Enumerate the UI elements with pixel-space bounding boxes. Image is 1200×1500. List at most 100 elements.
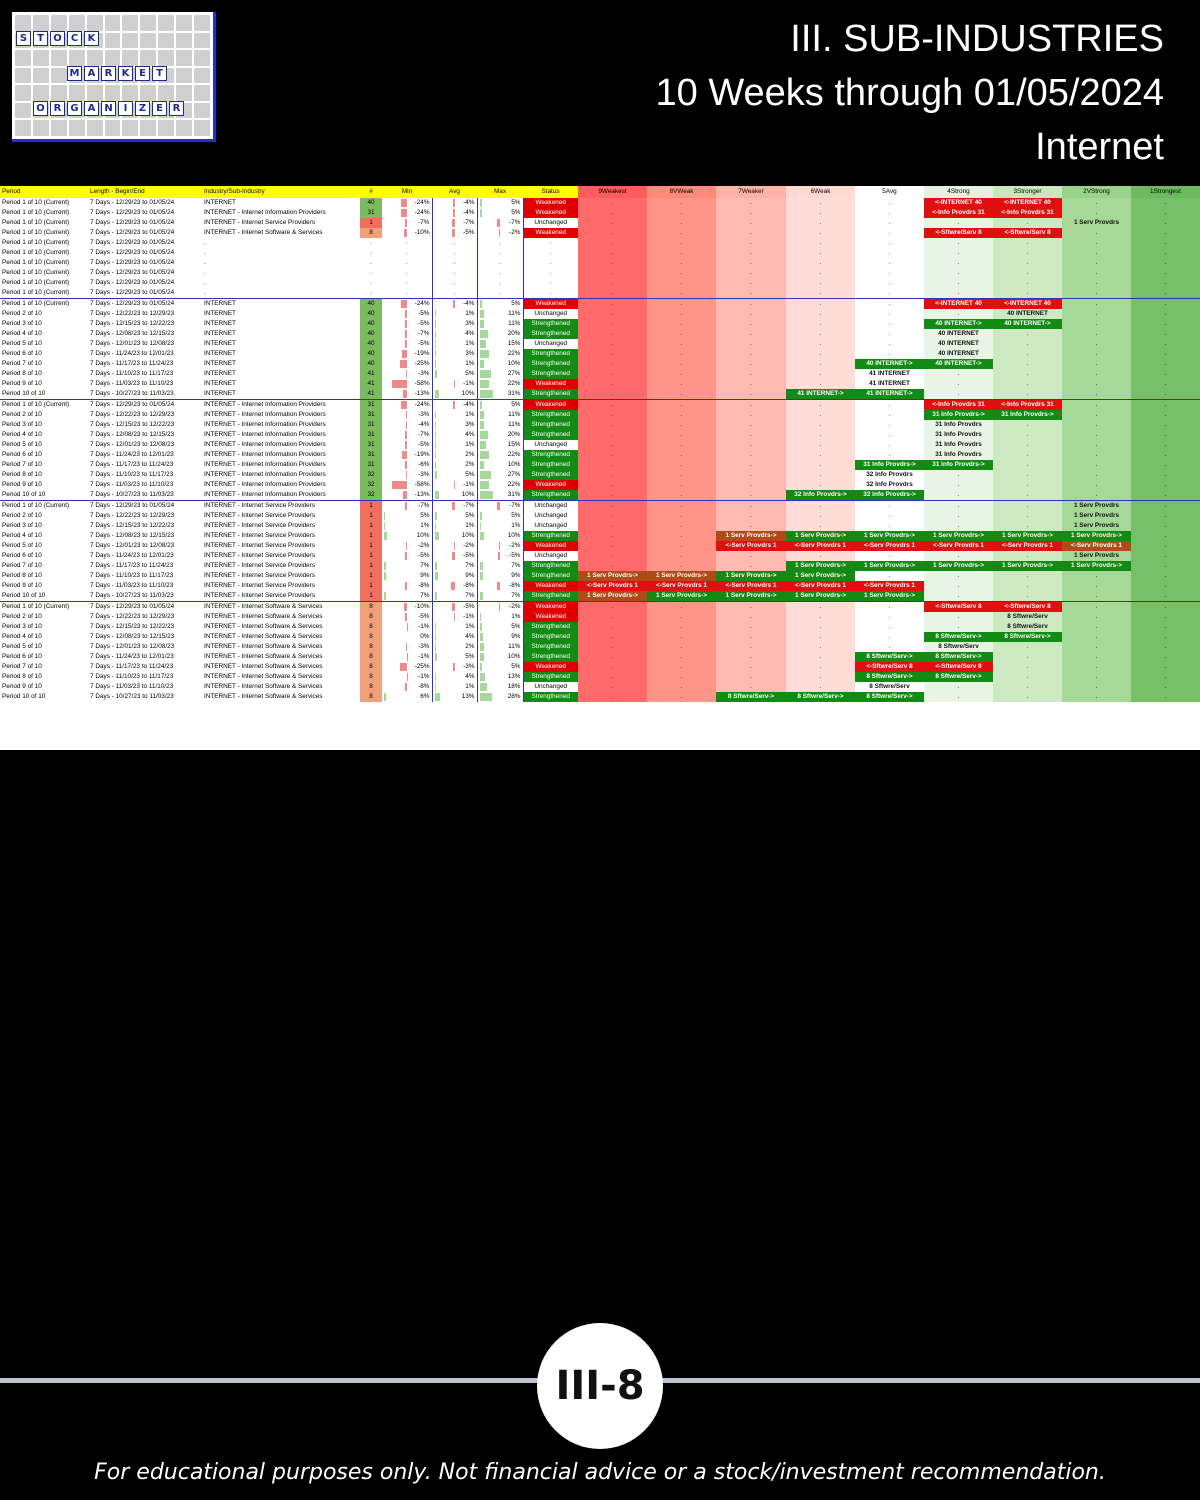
grade-cell-9: . [578, 319, 647, 329]
count-cell: 31 [360, 410, 382, 420]
count-cell: 1 [360, 551, 382, 561]
avg-cell: . [432, 258, 478, 268]
grade-cell-6: . [786, 359, 855, 369]
column-header-15[interactable]: 2VStrong [1062, 186, 1131, 198]
column-header-12[interactable]: 5Avg [855, 186, 924, 198]
grade-cell-2: . [1062, 288, 1131, 299]
grade-cell-6: . [786, 480, 855, 490]
grade-cell-9: . [578, 561, 647, 571]
count-cell: 32 [360, 480, 382, 490]
grade-cell-8: . [647, 238, 716, 248]
column-header-10[interactable]: 7Weaker [716, 186, 786, 198]
grade-cell-6: . [786, 642, 855, 652]
grade-cell-4: 40 INTERNET [924, 339, 993, 349]
table-row: Period 7 of 10 7 Days - 11/17/23 to 11/24… [0, 561, 1200, 571]
industry-cell: INTERNET - Internet Software & Services [204, 653, 323, 660]
column-header-13[interactable]: 4Strong [924, 186, 993, 198]
grade-cell-8: . [647, 278, 716, 288]
grade-cell-4: . [924, 612, 993, 622]
grade-cell-9: . [578, 258, 647, 268]
period-cell: Period 1 of 10 (Current) [2, 269, 70, 276]
grade-cell-4: <-Sftwre/Serv 8 [924, 228, 993, 238]
column-header-5[interactable]: Avg [432, 186, 477, 198]
grade-cell-2: . [1062, 571, 1131, 581]
status-cell: . [549, 289, 552, 296]
max-cell: 20% [477, 430, 524, 440]
grade-cell-4: 8 Sftwre/Serv [924, 642, 993, 652]
grade-cell-8: . [647, 379, 716, 389]
period-cell: Period 4 of 10 [2, 532, 42, 539]
grade-cell-5: . [855, 228, 924, 238]
max-cell: 9% [477, 632, 524, 642]
grade-cell-4: <-INTERNET 40 [924, 198, 993, 208]
grade-cell-3: . [993, 652, 1062, 662]
avg-cell: 1% [432, 682, 478, 692]
count-cell: . [370, 249, 372, 256]
grade-cell-6: 1 Serv Provdrs-> [786, 591, 855, 602]
grade-cell-8: . [647, 511, 716, 521]
grade-cell-4: 31 Info Provdrs [924, 450, 993, 460]
column-header-3[interactable]: # [360, 186, 382, 198]
grade-cell-7: . [716, 319, 786, 329]
min-cell: -24% [382, 198, 433, 208]
grade-cell-7: . [716, 198, 786, 208]
industry-cell: INTERNET - Internet Information Provider… [202, 399, 360, 410]
grade-cell-3: 1 Serv Provdrs-> [993, 531, 1062, 541]
length-cell: 7 Days - 12/29/23 to 01/05/24 [90, 249, 175, 256]
grade-cell-1: . [1131, 460, 1200, 470]
grade-cell-5: 1 Serv Provdrs-> [855, 591, 924, 602]
industry-cell: INTERNET - Internet Service Providers [204, 552, 316, 559]
count-cell: 31 [360, 420, 382, 430]
grade-cell-3: . [993, 571, 1062, 581]
status-cell: Unchanged [523, 500, 578, 511]
length-cell: 7 Days - 12/15/23 to 12/22/23 [90, 623, 175, 630]
grade-cell-8: . [647, 612, 716, 622]
max-cell: -2% [477, 228, 524, 238]
column-header-16[interactable]: 1Strongest [1131, 186, 1200, 198]
column-header-11[interactable]: 6Weak [786, 186, 855, 198]
grade-cell-3: 8 Sftwre/Serv-> [993, 632, 1062, 642]
grade-cell-8: . [647, 622, 716, 632]
min-cell: -8% [382, 581, 433, 591]
grade-cell-1: . [1131, 470, 1200, 480]
min-cell: -5% [382, 612, 433, 622]
avg-cell: -4% [432, 399, 478, 410]
grade-cell-1: . [1131, 672, 1200, 682]
grade-cell-1: . [1131, 642, 1200, 652]
avg-cell: 2% [432, 642, 478, 652]
grade-cell-3: <-INTERNET 40 [993, 298, 1062, 309]
avg-cell: 1% [432, 359, 478, 369]
grade-cell-6: . [786, 369, 855, 379]
grade-cell-9: . [578, 208, 647, 218]
grade-cell-5: . [855, 410, 924, 420]
grade-cell-4: . [924, 258, 993, 268]
industry-cell: . [204, 269, 206, 276]
column-header-2[interactable]: Industry/Sub-Industry [202, 186, 360, 198]
max-cell: -7% [477, 500, 524, 511]
grade-cell-3: . [993, 218, 1062, 228]
column-header-6[interactable]: Max [477, 186, 523, 198]
column-header-4[interactable]: Min [382, 186, 432, 198]
length-cell: 7 Days - 12/29/23 to 01/05/24 [90, 269, 175, 276]
grade-cell-3: . [993, 672, 1062, 682]
column-header-8[interactable]: 9Weakest [578, 186, 647, 198]
column-header-9[interactable]: 8VWeak [647, 186, 716, 198]
grade-cell-1: . [1131, 228, 1200, 238]
grade-cell-1: . [1131, 682, 1200, 692]
column-header-14[interactable]: 3Stronger [993, 186, 1062, 198]
grade-cell-2: 1 Serv Provdrs [1062, 551, 1131, 561]
status-cell: Weakened [523, 662, 578, 672]
table-row: Period 2 of 10 7 Days - 12/22/23 to 12/29… [0, 612, 1200, 622]
grade-cell-9: . [578, 288, 647, 299]
column-header-0[interactable]: Period [0, 186, 88, 198]
period-cell: Period 1 of 10 (Current) [2, 259, 70, 266]
grade-cell-7: 1 Serv Provdrs-> [716, 531, 786, 541]
table-row: Period 2 of 10 7 Days - 12/22/23 to 12/29… [0, 511, 1200, 521]
column-header-1[interactable]: Length - Begin/End [88, 186, 202, 198]
column-header-7[interactable]: Status [523, 186, 578, 198]
avg-cell: -4% [432, 208, 478, 218]
count-cell: 31 [360, 440, 382, 450]
min-cell: -6% [382, 460, 433, 470]
grade-cell-8: . [647, 531, 716, 541]
count-cell: 8 [360, 612, 382, 622]
